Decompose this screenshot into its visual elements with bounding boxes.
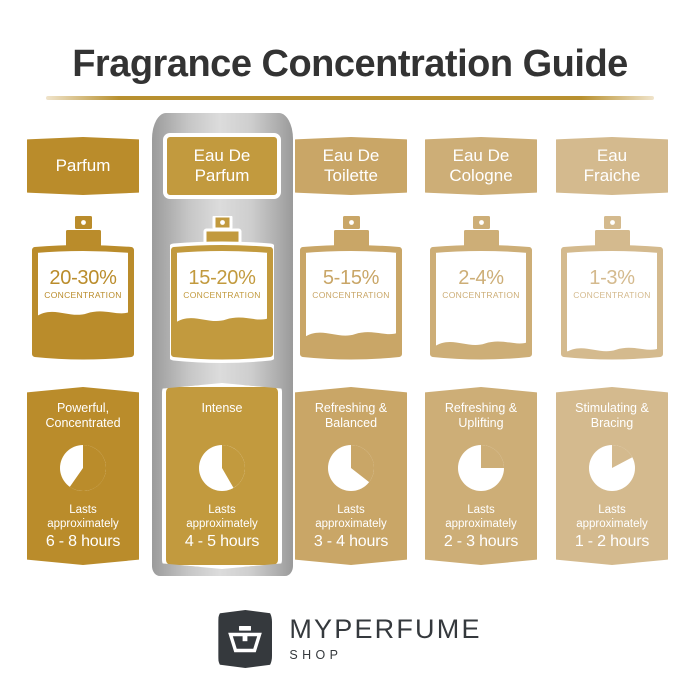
longevity-hours-4: 1 - 2 hours [574, 533, 650, 550]
longevity-footer-2: Lasts approximately 3 - 4 hours [295, 503, 407, 552]
longevity-pie-chart [60, 445, 106, 491]
bottle-graphic [430, 216, 532, 360]
longevity-footer-0: Lasts approximately 6 - 8 hours [27, 503, 139, 552]
pie-wedge [222, 445, 245, 488]
longevity-panel-4: Stimulating & Bracing Lasts approximately 1 … [556, 387, 668, 565]
bottle-graphic [32, 216, 134, 360]
pie-wedge [351, 445, 374, 483]
logo-name: MYPERFUME [289, 614, 482, 645]
header-plaque-label-0: Parfum [55, 156, 111, 175]
bottle-liquid [174, 317, 270, 357]
longevity-hours-2: 3 - 4 hours [313, 533, 389, 550]
pie-holder-3 [425, 443, 537, 493]
header-plaque-1: Eau De Parfum [163, 133, 281, 199]
longevity-title-0: Powerful, Concentrated [45, 401, 121, 430]
title-divider [46, 96, 654, 100]
longevity-panel-0: Powerful, Concentrated Lasts approximately 6… [27, 387, 139, 565]
bottle-0: 20-30% CONCENTRATION [31, 216, 135, 364]
header-plaque-4: Eau Fraiche [556, 137, 668, 195]
header-plaque-2: Eau De Toilette [295, 137, 407, 195]
header-plaque-label-3: Eau De Cologne [449, 146, 513, 185]
longevity-footer-3: Lasts approximately 2 - 3 hours [425, 503, 537, 552]
pie-wedge [69, 445, 106, 491]
longevity-pie-chart [199, 445, 245, 491]
longevity-panel-3: Refreshing & Uplifting Lasts approximately 2… [425, 387, 537, 565]
pie-holder-0 [27, 443, 139, 493]
pie-wedge [481, 445, 504, 468]
longevity-footer-4: Lasts approximately 1 - 2 hours [556, 503, 668, 552]
longevity-footer-1: Lasts approximately 4 - 5 hours [166, 503, 278, 552]
longevity-pie-chart [458, 445, 504, 491]
longevity-title-1: Intense [201, 401, 243, 415]
longevity-pie-chart [328, 445, 374, 491]
longevity-panel-1: Intense Lasts approximately 4 - 5 hours [162, 383, 282, 569]
pie-wedge [612, 445, 633, 468]
logo-wordmark: MYPERFUME SHOP [289, 616, 481, 662]
page-title: Fragrance Concentration Guide [72, 43, 628, 85]
bottle-graphic [300, 216, 402, 360]
logo-subtitle: SHOP [289, 648, 343, 663]
longevity-hours-1: 4 - 5 hours [184, 533, 260, 550]
bottle-2: 5-15% CONCENTRATION [299, 216, 403, 364]
pie-holder-4 [556, 443, 668, 493]
header-plaque-label-4: Eau Fraiche [583, 146, 641, 185]
bottle-graphic [170, 216, 274, 363]
header-plaque-3: Eau De Cologne [425, 137, 537, 195]
pie-holder-2 [295, 443, 407, 493]
bottle-4: 1-3% CONCENTRATION [560, 216, 664, 364]
longevity-hours-0: 6 - 8 hours [45, 533, 121, 550]
longevity-hours-3: 2 - 3 hours [443, 533, 519, 550]
perfume-basket-icon [218, 610, 273, 668]
bottle-graphic [561, 216, 663, 360]
header-plaque-0: Parfum [27, 137, 139, 195]
longevity-panel-2: Refreshing & Balanced Lasts approximately 3 … [295, 387, 407, 565]
bottle-liquid [35, 311, 131, 357]
bottle-1: 15-20% CONCENTRATION [170, 216, 274, 364]
bottle-liquid [303, 332, 399, 357]
longevity-title-3: Refreshing & Uplifting [444, 401, 518, 430]
brand-logo: MYPERFUME SHOP [0, 610, 700, 668]
pie-holder-1 [166, 443, 278, 493]
longevity-title-4: Stimulating & Bracing [575, 401, 649, 430]
header-plaque-label-2: Eau De Toilette [322, 146, 380, 185]
bottle-3: 2-4% CONCENTRATION [429, 216, 533, 364]
header-plaque-label-1: Eau De Parfum [193, 146, 251, 185]
longevity-pie-chart [589, 445, 635, 491]
longevity-title-2: Refreshing & Balanced [314, 401, 388, 430]
